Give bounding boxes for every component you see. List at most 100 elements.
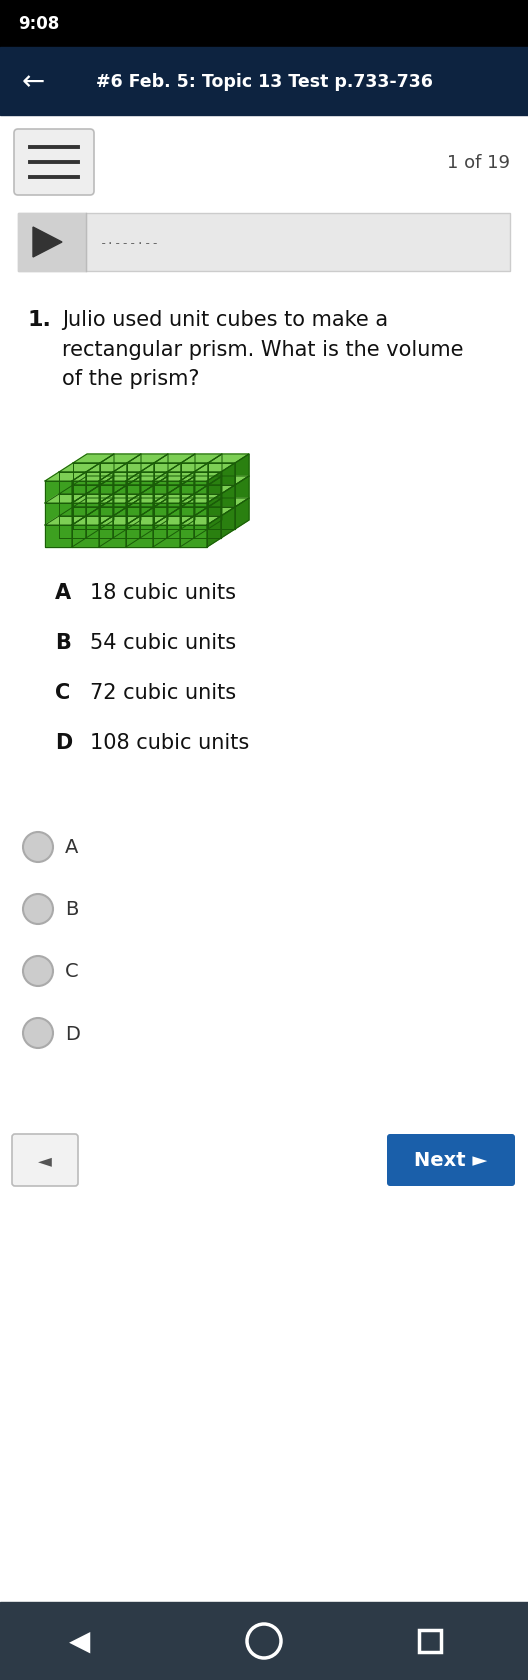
Polygon shape <box>99 494 113 526</box>
Text: B: B <box>55 633 71 652</box>
Polygon shape <box>181 464 208 486</box>
Polygon shape <box>140 486 181 494</box>
Polygon shape <box>154 455 168 486</box>
Polygon shape <box>72 517 86 548</box>
Polygon shape <box>100 477 141 486</box>
Text: 1 of 19: 1 of 19 <box>447 155 510 171</box>
Polygon shape <box>59 507 100 517</box>
Polygon shape <box>72 472 86 504</box>
Polygon shape <box>126 494 167 504</box>
Text: ◄: ◄ <box>38 1151 52 1169</box>
Text: 54 cubic units: 54 cubic units <box>90 633 236 652</box>
Polygon shape <box>86 507 127 517</box>
Polygon shape <box>126 517 140 548</box>
Polygon shape <box>180 472 194 504</box>
Polygon shape <box>45 517 86 526</box>
Polygon shape <box>153 504 180 526</box>
Polygon shape <box>73 455 114 464</box>
Polygon shape <box>100 499 141 507</box>
Polygon shape <box>154 477 168 507</box>
Polygon shape <box>153 472 167 504</box>
Polygon shape <box>208 464 235 486</box>
Circle shape <box>23 894 53 924</box>
Text: ←: ← <box>22 67 45 96</box>
Polygon shape <box>73 507 100 529</box>
Polygon shape <box>181 455 222 464</box>
Bar <box>0 1603 528 1680</box>
Text: Next ►: Next ► <box>414 1151 488 1169</box>
Polygon shape <box>86 486 127 494</box>
Polygon shape <box>45 504 72 526</box>
Polygon shape <box>167 472 194 494</box>
Polygon shape <box>100 486 127 507</box>
Polygon shape <box>45 526 72 548</box>
Polygon shape <box>99 482 126 504</box>
Polygon shape <box>221 486 235 517</box>
Polygon shape <box>181 499 195 529</box>
Polygon shape <box>194 507 235 517</box>
Text: D: D <box>65 1023 80 1043</box>
Polygon shape <box>181 477 195 507</box>
Polygon shape <box>154 499 195 507</box>
FancyBboxPatch shape <box>387 1134 515 1186</box>
Polygon shape <box>72 472 113 482</box>
Text: ◀: ◀ <box>69 1626 91 1655</box>
Bar <box>18 213 86 272</box>
Polygon shape <box>86 507 100 539</box>
Polygon shape <box>153 517 167 548</box>
Polygon shape <box>154 477 195 486</box>
Polygon shape <box>99 472 140 482</box>
Circle shape <box>23 956 53 986</box>
Polygon shape <box>207 494 221 526</box>
Polygon shape <box>99 472 113 504</box>
Polygon shape <box>140 486 154 517</box>
Polygon shape <box>207 472 221 504</box>
Polygon shape <box>113 507 154 517</box>
Polygon shape <box>208 477 249 486</box>
Polygon shape <box>194 486 208 517</box>
Polygon shape <box>208 486 235 507</box>
Bar <box>419 1630 441 1651</box>
Polygon shape <box>154 507 181 529</box>
Polygon shape <box>235 499 249 529</box>
Polygon shape <box>99 526 126 548</box>
Polygon shape <box>99 517 140 526</box>
FancyBboxPatch shape <box>14 129 94 197</box>
Polygon shape <box>127 477 141 507</box>
Polygon shape <box>99 494 140 504</box>
Polygon shape <box>126 526 153 548</box>
Text: 108 cubic units: 108 cubic units <box>90 732 249 753</box>
Polygon shape <box>86 486 100 517</box>
Polygon shape <box>72 494 113 504</box>
Polygon shape <box>153 494 167 526</box>
Polygon shape <box>73 499 114 507</box>
Polygon shape <box>113 494 140 517</box>
Polygon shape <box>208 499 222 529</box>
Polygon shape <box>99 517 113 548</box>
Text: C: C <box>65 963 79 981</box>
Polygon shape <box>194 472 221 494</box>
Polygon shape <box>113 464 154 472</box>
Polygon shape <box>180 494 221 504</box>
Text: A: A <box>65 838 78 857</box>
Polygon shape <box>126 482 153 504</box>
Polygon shape <box>127 507 154 529</box>
Polygon shape <box>59 494 86 517</box>
Polygon shape <box>167 486 181 517</box>
Polygon shape <box>113 464 127 494</box>
Polygon shape <box>167 507 208 517</box>
Text: #6 Feb. 5: Topic 13 Test p.733-736: #6 Feb. 5: Topic 13 Test p.733-736 <box>96 72 432 91</box>
Polygon shape <box>45 494 86 504</box>
Polygon shape <box>194 517 221 539</box>
Polygon shape <box>126 472 140 504</box>
Polygon shape <box>194 494 221 517</box>
Polygon shape <box>100 499 114 529</box>
Polygon shape <box>167 494 194 517</box>
Polygon shape <box>73 486 100 507</box>
Polygon shape <box>86 494 113 517</box>
Polygon shape <box>154 455 195 464</box>
Polygon shape <box>72 517 113 526</box>
Polygon shape <box>113 517 140 539</box>
Polygon shape <box>45 482 72 504</box>
Polygon shape <box>86 464 127 472</box>
